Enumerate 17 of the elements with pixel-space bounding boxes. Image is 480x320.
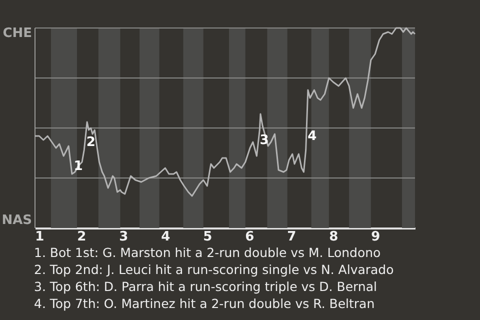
annotation: 4 (308, 129, 317, 144)
text: CHE (2, 26, 32, 41)
text: NAS (2, 213, 32, 228)
text: 3. Top 6th: D. Parra hit a run-scoring triple vs D. Bernal (34, 279, 377, 294)
x-tick-label: 6 (245, 230, 254, 244)
x-tick-label: 4 (161, 230, 170, 244)
x-tick-label: 2 (77, 230, 86, 244)
x-tick-label: 5 (203, 230, 212, 244)
text: 4. Top 7th: O. Martinez hit a 2-run double vs R. Beltran (34, 296, 375, 311)
annotation: 2 (86, 135, 96, 150)
x-tick-label: 1 (35, 230, 44, 244)
x-tick-label: 7 (287, 230, 296, 244)
x-tick-label: 3 (119, 230, 128, 244)
text: 2. Top 2nd: J. Leuci hit a run-scoring single vs N. Alvarado (34, 262, 394, 277)
x-tick-label: 8 (329, 230, 338, 244)
text: 1. Bot 1st: G. Marston hit a 2-run double vs M. Londono (34, 245, 381, 260)
x-tick-label: 9 (371, 230, 380, 244)
